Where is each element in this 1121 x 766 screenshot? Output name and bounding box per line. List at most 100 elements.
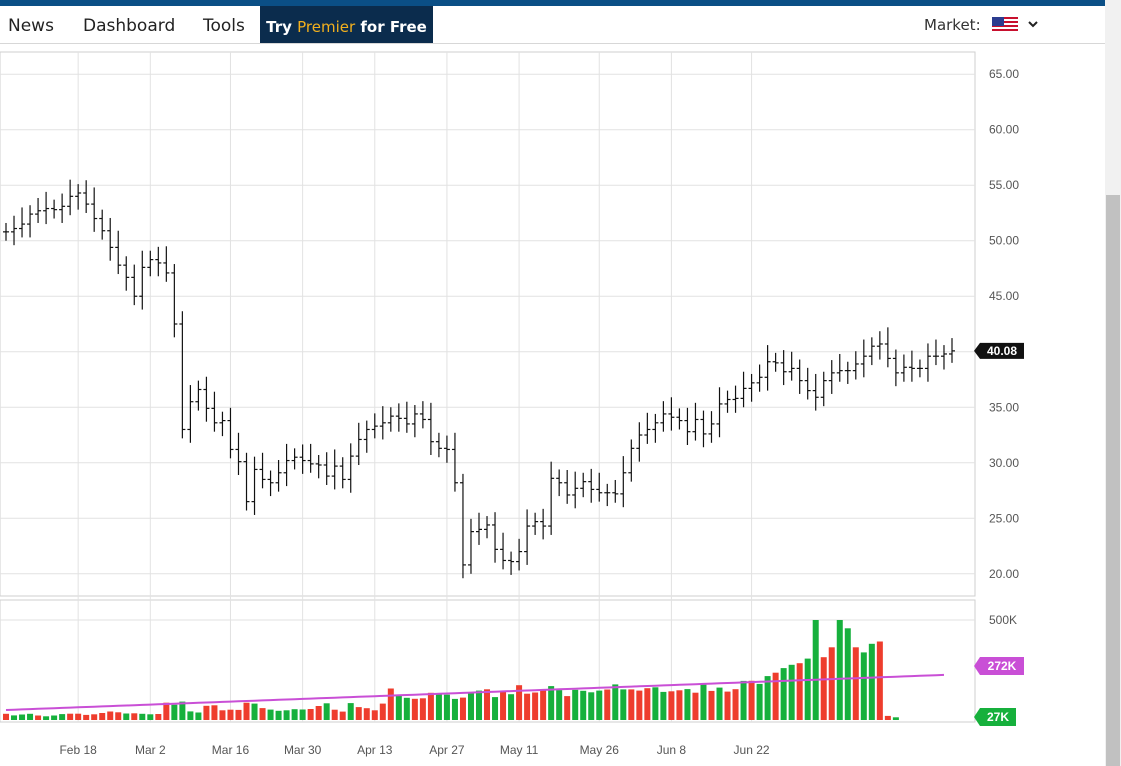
x-tick-label: Mar 30 (284, 743, 322, 757)
volume-bar (748, 680, 755, 720)
volume-bar (11, 715, 18, 720)
volume-bar (676, 690, 683, 720)
volume-average-badge (974, 657, 1024, 675)
stock-chart[interactable]: 65.0060.0055.0050.0045.0040.0035.0030.00… (0, 44, 1030, 766)
volume-bar (636, 690, 643, 720)
y-tick-label: 65.00 (989, 67, 1019, 81)
volume-bar (339, 711, 346, 720)
volume-bar (35, 715, 42, 720)
volume-bar (59, 714, 66, 720)
volume-bar (684, 689, 691, 720)
volume-bar (275, 710, 282, 720)
volume-bar (307, 709, 314, 720)
volume-bar (508, 694, 515, 720)
volume-bar (620, 689, 627, 720)
volume-bar (83, 714, 90, 720)
x-tick-label: Mar 2 (135, 743, 166, 757)
volume-bar (884, 715, 891, 720)
top-nav: News Dashboard Tools Try Premier for Fre… (0, 6, 1105, 44)
try-premier-button[interactable]: Try Premier for Free (260, 6, 433, 43)
last-price-label: 40.08 (987, 344, 1017, 358)
volume-bar (427, 692, 434, 720)
volume-bar (43, 716, 50, 720)
volume-bar (371, 710, 378, 720)
volume-bar (852, 647, 859, 720)
volume-bar (323, 703, 330, 720)
premier-highlight: Premier (297, 18, 356, 36)
volume-bar (27, 713, 34, 720)
volume-bar (572, 689, 579, 720)
y-tick-label: 55.00 (989, 178, 1019, 192)
x-tick-label: Apr 27 (429, 743, 465, 757)
volume-bar (732, 689, 739, 720)
y-tick-label: 35.00 (989, 400, 1019, 414)
volume-average-line (5, 673, 945, 711)
volume-bar (251, 703, 258, 720)
volume-bar (355, 707, 362, 720)
volume-bar (836, 620, 843, 720)
volume-bar (259, 708, 266, 720)
volume-bar (267, 709, 274, 720)
premier-prefix: Try (266, 18, 298, 36)
nav-dashboard[interactable]: Dashboard (83, 16, 176, 36)
volume-bar (700, 684, 707, 720)
volume-bar (500, 691, 507, 720)
volume-bar (163, 702, 170, 720)
volume-bar (211, 705, 218, 720)
volume-bar (363, 708, 370, 720)
chevron-down-icon[interactable] (1027, 17, 1039, 31)
volume-bar (411, 698, 418, 720)
scroll-thumb[interactable] (1106, 195, 1120, 766)
x-tick-label: Jun 8 (657, 743, 687, 757)
volume-bar (588, 692, 595, 720)
volume-bar (724, 691, 731, 720)
volume-bar (467, 693, 474, 720)
volume-bar (99, 713, 106, 720)
volume-bar (612, 684, 619, 720)
volume-bar (628, 689, 635, 720)
volume-bar (756, 683, 763, 720)
volume-bar (548, 686, 555, 720)
volume-bar (203, 705, 210, 720)
volume-bar (187, 711, 194, 720)
volume-average-label: 272K (988, 659, 1017, 673)
volume-bar (75, 713, 82, 720)
x-tick-label: May 26 (580, 743, 620, 757)
volume-bar (139, 713, 146, 720)
volume-bar (652, 687, 659, 720)
volume-bar (403, 697, 410, 720)
volume-bar (772, 672, 779, 720)
volume-bar (740, 680, 747, 720)
volume-bar (540, 690, 547, 720)
volume-bar (91, 714, 98, 720)
volume-bar (19, 714, 26, 720)
y-tick-label: 60.00 (989, 123, 1019, 137)
us-flag-icon[interactable] (992, 17, 1018, 33)
x-tick-label: Feb 18 (59, 743, 97, 757)
nav-tools[interactable]: Tools (203, 16, 245, 36)
volume-bar (516, 685, 523, 720)
volume-bar (347, 703, 354, 720)
volume-bar (812, 620, 819, 720)
nav-news[interactable]: News (8, 16, 54, 36)
volume-bar (716, 687, 723, 720)
volume-bar (379, 703, 386, 720)
volume-bar (155, 714, 162, 720)
volume-bar (235, 709, 242, 720)
volume-bar (660, 691, 667, 720)
last-price-badge (974, 342, 1024, 359)
volume-bar (459, 697, 466, 720)
volume-bar (708, 690, 715, 720)
price-panel[interactable] (0, 51, 976, 597)
volume-bar (51, 715, 58, 720)
y-tick-label: 50.00 (989, 234, 1019, 248)
volume-bar (596, 690, 603, 720)
volume-bar (131, 713, 138, 720)
volume-bar (764, 676, 771, 720)
volume-bar (243, 702, 250, 720)
volume-bar (195, 712, 202, 720)
volume-bar (315, 706, 322, 720)
volume-bar (387, 688, 394, 720)
volume-bar (692, 692, 699, 720)
volume-bar (443, 694, 450, 720)
